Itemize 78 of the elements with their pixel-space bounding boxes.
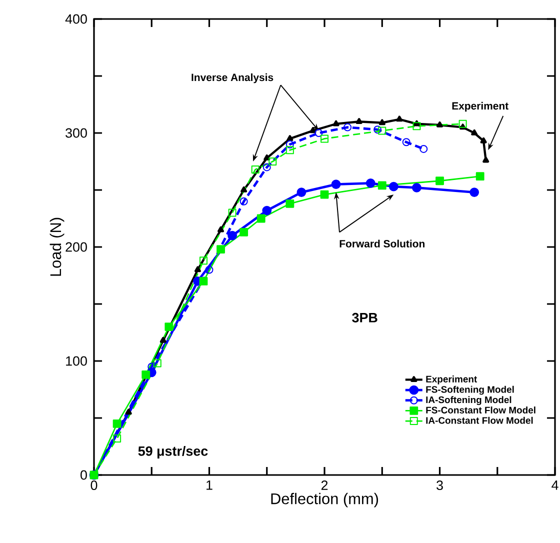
- y-tick-label: 300: [66, 128, 87, 138]
- point: [199, 277, 208, 286]
- point: [240, 228, 248, 236]
- legend-label: IA-Softening Model: [426, 396, 512, 406]
- point: [286, 140, 294, 148]
- legend-label: FS-Constant Flow Model: [426, 406, 536, 414]
- point: [228, 230, 237, 240]
- point: [113, 434, 122, 443]
- point: [262, 206, 272, 216]
- x-axis-title: Deflection (mm): [271, 492, 378, 508]
- point: [344, 123, 352, 132]
- point: [436, 121, 444, 128]
- point: [378, 181, 386, 190]
- point: [356, 118, 362, 124]
- point: [286, 135, 294, 142]
- point: [240, 186, 248, 192]
- point: [388, 182, 398, 192]
- point: [378, 119, 386, 126]
- x-tick-label: 1: [206, 480, 212, 490]
- annotation: Forward Solution: [340, 240, 424, 248]
- point: [412, 183, 422, 192]
- legend-label: IA-Constant Flow Model: [426, 416, 533, 424]
- point: [331, 180, 341, 189]
- annotation: Inverse Analysis: [192, 73, 274, 84]
- x-tick-label: 4: [552, 480, 558, 490]
- point: [256, 214, 266, 223]
- point: [264, 154, 270, 160]
- point: [458, 120, 467, 128]
- point: [205, 266, 214, 274]
- point: [268, 157, 277, 166]
- point: [262, 163, 271, 172]
- y-axis-title: Load (N): [50, 218, 64, 276]
- point: [320, 134, 329, 143]
- point: [125, 408, 132, 415]
- point: [199, 256, 208, 265]
- point: [320, 190, 329, 199]
- point: [471, 129, 478, 136]
- legend-title: 3PB: [352, 312, 378, 322]
- point: [218, 226, 224, 232]
- point: [310, 127, 316, 134]
- point: [286, 199, 294, 208]
- point: [482, 156, 490, 163]
- point: [480, 137, 487, 144]
- point: [228, 208, 236, 217]
- point: [142, 370, 150, 379]
- point: [396, 116, 403, 122]
- y-tick-label: 0: [80, 470, 87, 480]
- point: [374, 126, 382, 134]
- point: [378, 126, 386, 135]
- point: [476, 172, 484, 181]
- point: [240, 197, 248, 206]
- y-tick-label: 100: [66, 356, 87, 366]
- annotation: Experiment: [452, 102, 508, 112]
- point: [251, 165, 260, 174]
- x-tick-label: 2: [321, 480, 328, 490]
- y-tick-label: 400: [65, 14, 87, 24]
- point: [314, 128, 323, 137]
- point: [332, 120, 340, 126]
- legend-label: Experiment: [426, 376, 478, 384]
- point: [153, 359, 162, 368]
- point: [420, 144, 428, 153]
- point: [216, 245, 225, 254]
- point: [194, 266, 201, 272]
- point: [470, 188, 480, 197]
- point: [436, 176, 444, 186]
- annotation: 59 μstr/sec: [138, 446, 208, 458]
- legend-label: FS-Softening Model: [426, 386, 514, 395]
- point: [160, 336, 166, 343]
- point: [412, 122, 421, 130]
- x-tick-label: 3: [436, 480, 443, 490]
- point: [164, 322, 174, 331]
- point: [366, 178, 376, 188]
- point: [286, 146, 294, 154]
- x-tick-label: 0: [90, 480, 98, 490]
- point: [296, 188, 306, 197]
- y-tick-label: 200: [66, 242, 87, 252]
- point: [112, 420, 122, 428]
- point: [402, 138, 410, 146]
